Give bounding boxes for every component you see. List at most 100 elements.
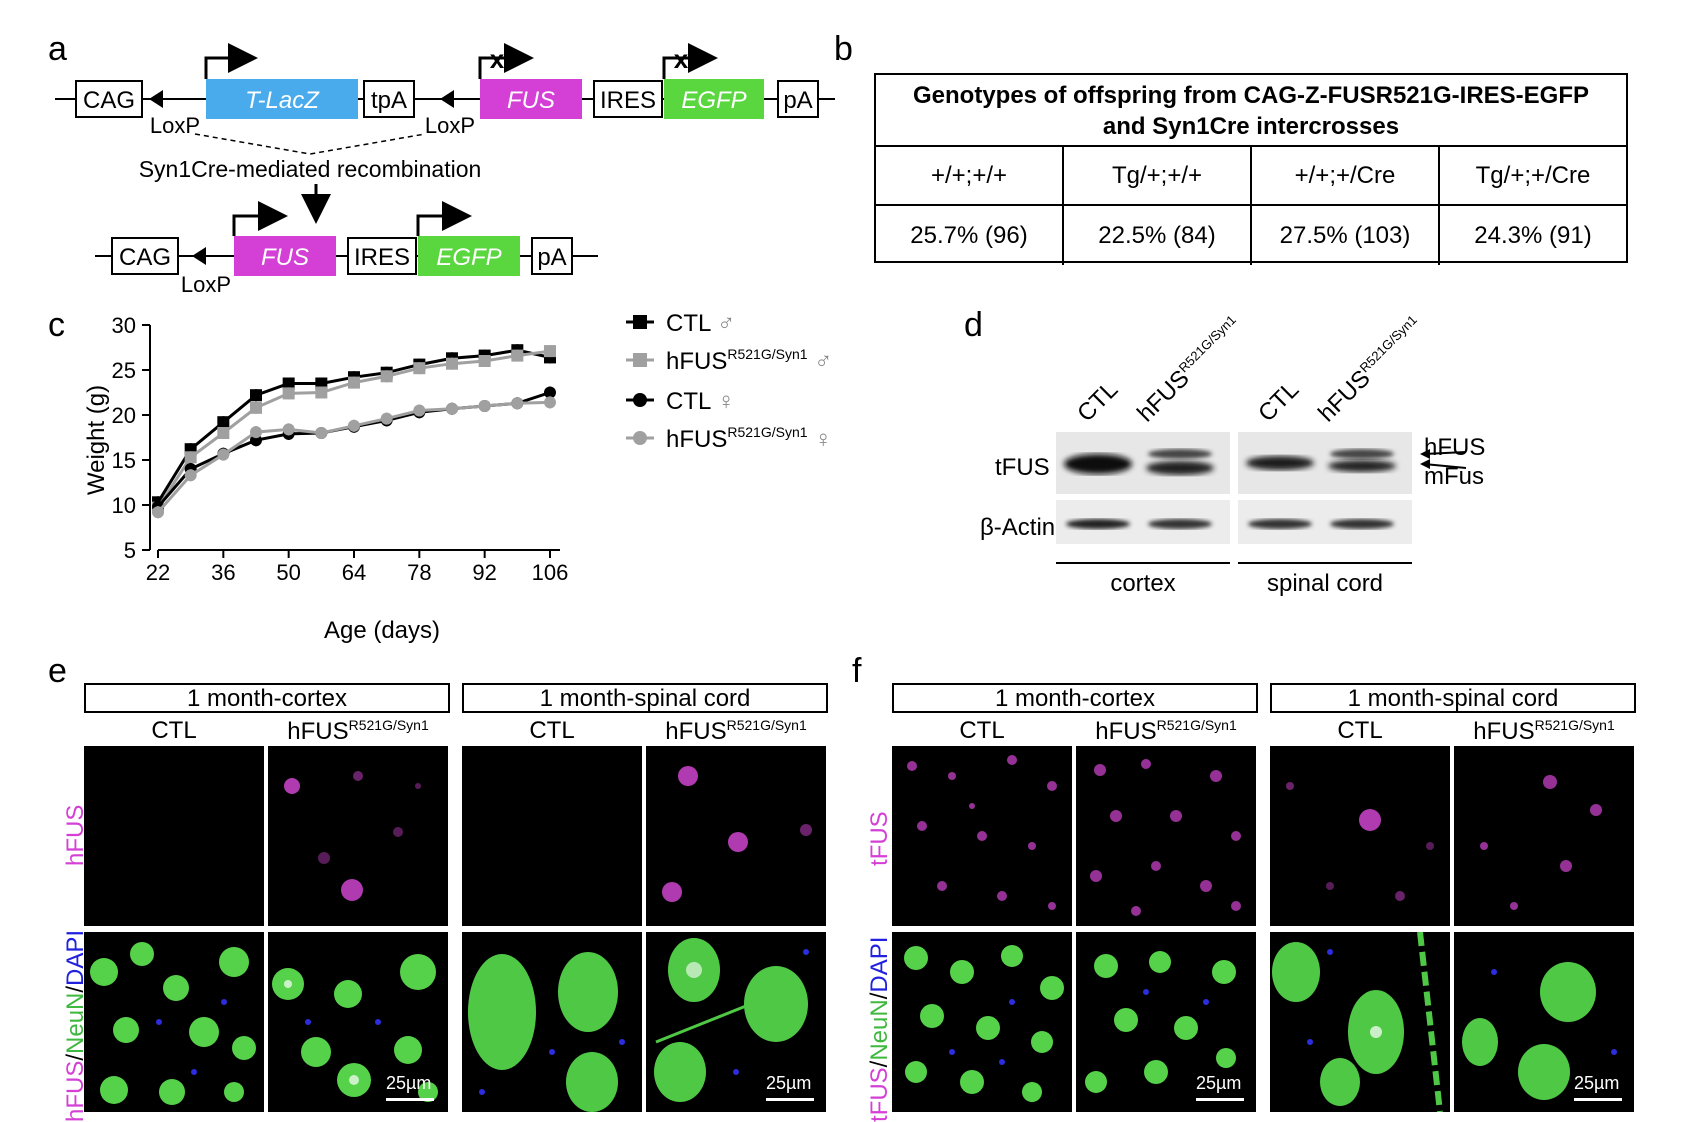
band-ctl-cortex: [1064, 454, 1132, 474]
egfp-box-bottom: [418, 236, 520, 276]
table-value-row: 25.7% (96) 22.5% (84) 27.5% (103) 24.3% …: [876, 204, 1626, 265]
f-col-ctl-2: CTL: [1337, 717, 1383, 744]
e-col-hfus-2: hFUSR521G/Syn1: [665, 717, 807, 745]
e-region-cortex: 1 month-cortex: [84, 683, 450, 713]
panel-label-a: a: [48, 30, 67, 68]
lacz-label: T-LacZ: [245, 87, 320, 114]
e-merge-ctl-cortex: [84, 932, 264, 1112]
e-hfus-mut-cortex: [268, 746, 448, 926]
pa-box-top: [777, 80, 819, 118]
fus-label-top: FUS: [507, 87, 555, 114]
f-col-hfus-1: hFUSR521G/Syn1: [1095, 717, 1237, 745]
data-point: [152, 506, 164, 519]
table-value-cell: 24.3% (91): [1438, 206, 1626, 265]
x-tick-label: 92: [472, 560, 496, 585]
arrow-label-hfus: hFUS: [1424, 434, 1486, 461]
pa-box-bottom: [531, 237, 573, 275]
legend-marker: [633, 353, 647, 367]
data-point: [544, 396, 556, 409]
promoter-arrow-fus-blocked: [478, 43, 534, 79]
data-point: [217, 448, 230, 461]
data-point: [413, 362, 426, 375]
band-hfus-cortex-upper: [1148, 449, 1212, 459]
data-point: [282, 423, 295, 436]
promoter-arrow-fus: [232, 201, 288, 236]
y-tick-label: 15: [112, 448, 136, 473]
table-value-cell: 25.7% (96): [910, 221, 1028, 249]
band-hfus-spinal-lower: [1328, 460, 1396, 472]
e-region-spinal: 1 month-spinal cord: [462, 683, 828, 713]
table-header-row: +/+;+/+ Tg/+;+/+ +/+;+/Cre Tg/+;+/Cre: [876, 147, 1626, 204]
lane-label-hfus-spinal: hFUSR521G/Syn1: [1313, 312, 1420, 428]
f-merge-ctl-spinal: [1270, 932, 1450, 1112]
data-point: [184, 451, 197, 464]
e-merge-mut-spinal: 25µm: [646, 932, 826, 1112]
data-point: [217, 427, 230, 439]
cag-label-bottom: CAG: [119, 244, 171, 271]
f-region-cortex: 1 month-cortex: [892, 683, 1258, 713]
promoter-arrow-egfp-blocked: [662, 43, 718, 79]
ires-box-bottom: [347, 237, 417, 275]
data-point: [250, 426, 262, 439]
f-merge-mut-cortex: 25µm: [1076, 932, 1256, 1112]
panel-label-e: e: [48, 652, 67, 690]
ires-box-top: [593, 80, 663, 118]
x-tick-label: 106: [532, 560, 569, 585]
ires-label-bottom: IRES: [354, 244, 410, 271]
mfus-arrow: [1423, 463, 1467, 469]
panel-label-d: d: [964, 306, 983, 344]
cag-box-top: [75, 80, 143, 118]
panel-label-f: f: [852, 652, 862, 690]
data-point: [184, 469, 197, 482]
lane-label-ctl-spinal: CTL: [1253, 376, 1305, 428]
legend-label: hFUSR521G/Syn1 ♂: [666, 346, 832, 375]
block-x-2: x: [674, 44, 689, 74]
genotype-table: Genotypes of offspring from CAG-Z-FUSR52…: [874, 73, 1628, 265]
western-blot: CTL hFUSR521G/Syn1 CTL hFUSR521G/Syn1 tF…: [980, 312, 1485, 610]
e-hfus-ctl-spinal: [462, 746, 642, 926]
y-tick-label: 25: [112, 358, 136, 383]
pa-label-top: pA: [783, 87, 812, 114]
data-point: [478, 400, 491, 412]
f-tfus-mut-spinal: [1454, 746, 1634, 926]
band-actin-4: [1330, 519, 1394, 529]
f-tfus-ctl-spinal: [1270, 746, 1450, 926]
cag-label-top: CAG: [83, 87, 135, 114]
table-title-line2: and Syn1Cre intercrosses: [1102, 113, 1400, 140]
tissue-label-spinal: spinal cord: [1266, 570, 1384, 597]
y-tick-label: 30: [112, 313, 136, 338]
e-scale-label-1: 25µm: [386, 1073, 432, 1093]
e-col-hfus-1: hFUSR521G/Syn1: [287, 717, 429, 745]
x-tick-label: 78: [407, 560, 431, 585]
e-merge-mut-cortex: 25µm: [268, 932, 448, 1112]
data-point: [348, 419, 360, 432]
data-point: [315, 386, 328, 399]
x-tick-label: 36: [211, 560, 235, 585]
data-point: [217, 416, 230, 429]
data-point: [380, 412, 393, 425]
e-col-ctl-2: CTL: [529, 717, 575, 744]
loxp-triangle-1: [149, 90, 163, 108]
series-line-2: [156, 391, 551, 508]
e-scale-label-2: 25µm: [766, 1073, 812, 1093]
band-actin-1: [1066, 519, 1130, 529]
data-point: [446, 357, 458, 370]
legend-label: CTL ♀: [666, 388, 735, 415]
hfus-arrowhead: [1420, 449, 1430, 459]
f-col-hfus-2: hFUSR521G/Syn1: [1473, 717, 1615, 745]
x-tick-label: 64: [342, 560, 366, 585]
f-row-label-tfus: tFUS: [866, 811, 893, 866]
e-hfus-ctl-cortex: [84, 746, 264, 926]
data-point: [282, 377, 295, 390]
data-point: [446, 402, 458, 415]
weight-chart: 5 10 15 20 25 30 22 36 50 64 78 92 106 CTL ♂ hFUSR521…: [83, 310, 832, 644]
construct-diagram: CAG T-LacZ tpA FUS IRES EGFP pA x x LoxP…: [55, 43, 835, 297]
hfus-arrow: [1423, 451, 1467, 455]
series-line-3: [156, 400, 551, 514]
x-tick-label: 22: [146, 560, 170, 585]
table-value-cell: 22.5% (84): [1062, 206, 1250, 265]
pa-label-bottom: pA: [537, 244, 566, 271]
data-point: [380, 370, 393, 383]
cag-box-bottom: [111, 237, 179, 275]
e-merge-ctl-spinal: [462, 932, 642, 1112]
